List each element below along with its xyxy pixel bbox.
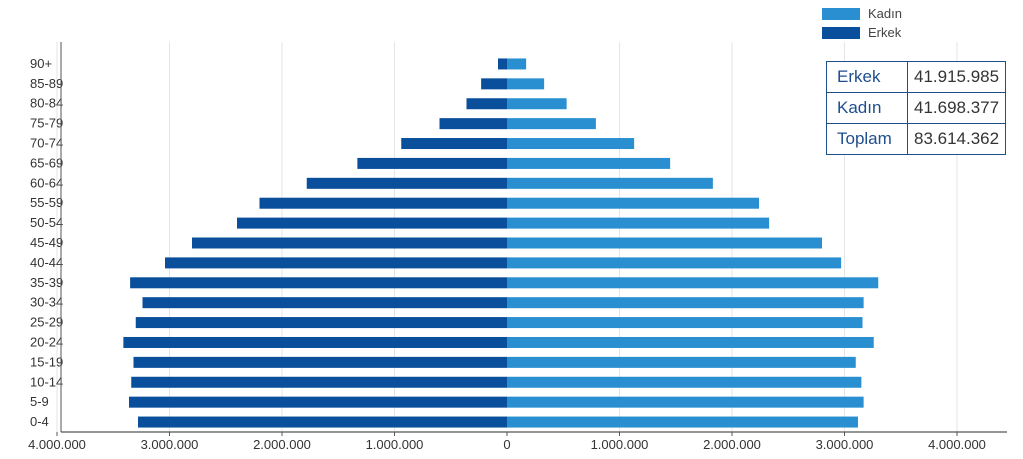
category-label: 30-34 bbox=[30, 295, 63, 310]
legend-swatch-erkek bbox=[822, 26, 860, 39]
category-label: 65-69 bbox=[30, 155, 63, 170]
category-label: 80-84 bbox=[30, 96, 63, 111]
legend-label-kadin: Kadın bbox=[868, 6, 902, 21]
category-label: 55-59 bbox=[30, 195, 63, 210]
summary-label: Kadın bbox=[826, 92, 908, 124]
summary-label: Erkek bbox=[826, 61, 908, 93]
bar-erkek bbox=[439, 118, 507, 130]
category-label: 75-79 bbox=[30, 116, 63, 131]
bar-erkek bbox=[131, 376, 507, 388]
bar-kadin bbox=[507, 297, 864, 309]
bar-kadin bbox=[507, 336, 874, 348]
bar-kadin bbox=[507, 58, 527, 70]
bar-erkek bbox=[123, 336, 507, 348]
legend-label-erkek: Erkek bbox=[868, 25, 902, 40]
bar-erkek bbox=[481, 78, 507, 90]
category-label: 50-54 bbox=[30, 215, 63, 230]
bar-kadin bbox=[507, 277, 879, 289]
x-tick-label: 2.000.000 bbox=[703, 437, 761, 452]
bar-kadin bbox=[507, 78, 545, 90]
bar-erkek bbox=[306, 177, 507, 189]
category-label: 25-29 bbox=[30, 315, 63, 330]
category-label: 35-39 bbox=[30, 275, 63, 290]
bar-erkek bbox=[498, 58, 507, 70]
bar-kadin bbox=[507, 98, 567, 110]
bar-kadin bbox=[507, 138, 635, 150]
category-label: 85-89 bbox=[30, 76, 63, 91]
legend-swatch-kadin bbox=[822, 7, 860, 20]
legend-item-erkek: Erkek bbox=[822, 23, 902, 42]
bar-erkek bbox=[466, 98, 507, 110]
summary-label: Toplam bbox=[826, 123, 908, 155]
summary-value: 41.698.377 bbox=[906, 92, 1007, 124]
x-tick-label: 4.000.000 bbox=[928, 437, 986, 452]
bar-kadin bbox=[507, 157, 671, 169]
category-label: 45-49 bbox=[30, 235, 63, 250]
bar-kadin bbox=[507, 376, 862, 388]
category-label: 20-24 bbox=[30, 334, 63, 349]
bar-erkek bbox=[357, 157, 507, 169]
bar-kadin bbox=[507, 177, 713, 189]
summary-value: 83.614.362 bbox=[906, 123, 1007, 155]
x-tick-label: 2.000.000 bbox=[253, 437, 311, 452]
x-tick-label: 3.000.000 bbox=[816, 437, 874, 452]
bar-erkek bbox=[165, 257, 507, 269]
category-label: 0-4 bbox=[30, 414, 49, 429]
category-labels: 0-4 5-9 10-14 15-19 20-24 25-29 30-34 35-39 40-4… bbox=[30, 56, 63, 429]
legend-item-kadin: Kadın bbox=[822, 4, 902, 23]
category-label: 15-19 bbox=[30, 354, 63, 369]
x-tick-label: 4.000.000 bbox=[28, 437, 86, 452]
bar-kadin bbox=[507, 118, 596, 130]
x-tick-label: 1.000.000 bbox=[591, 437, 649, 452]
bar-kadin bbox=[507, 237, 822, 249]
bar-kadin bbox=[507, 197, 759, 209]
bar-erkek bbox=[138, 416, 507, 428]
category-label: 5-9 bbox=[30, 394, 49, 409]
bar-kadin bbox=[507, 257, 842, 269]
bar-erkek bbox=[192, 237, 507, 249]
bar-erkek bbox=[133, 356, 507, 368]
legend: Kadın Erkek bbox=[822, 4, 902, 42]
category-label: 60-64 bbox=[30, 175, 63, 190]
bar-kadin bbox=[507, 217, 770, 229]
bar-kadin bbox=[507, 317, 863, 329]
summary-row-erkek: Erkek 41.915.985 bbox=[826, 61, 1007, 93]
category-label: 40-44 bbox=[30, 255, 63, 270]
bar-erkek bbox=[259, 197, 507, 209]
population-summary-table: Erkek 41.915.985 Kadın 41.698.377 Toplam… bbox=[826, 61, 1007, 155]
bar-kadin bbox=[507, 356, 856, 368]
x-tick-label: 0 bbox=[503, 437, 510, 452]
bar-erkek bbox=[142, 297, 507, 309]
bar-kadin bbox=[507, 416, 858, 428]
category-label: 70-74 bbox=[30, 136, 63, 151]
category-label: 90+ bbox=[30, 56, 52, 71]
bar-erkek bbox=[401, 138, 507, 150]
bar-kadin bbox=[507, 396, 864, 408]
summary-row-kadin: Kadın 41.698.377 bbox=[826, 92, 1007, 124]
summary-row-toplam: Toplam 83.614.362 bbox=[826, 123, 1007, 155]
summary-value: 41.915.985 bbox=[906, 61, 1007, 93]
bar-erkek bbox=[135, 317, 507, 329]
category-label: 10-14 bbox=[30, 374, 63, 389]
bar-erkek bbox=[237, 217, 507, 229]
bars bbox=[123, 58, 879, 428]
bar-erkek bbox=[130, 277, 507, 289]
bar-erkek bbox=[129, 396, 507, 408]
x-axis: 4.000.000 3.000.000 2.000.000 1.000.000 0 1.0… bbox=[28, 42, 1007, 452]
x-tick-label: 1.000.000 bbox=[366, 437, 424, 452]
x-tick-label: 3.000.000 bbox=[141, 437, 199, 452]
